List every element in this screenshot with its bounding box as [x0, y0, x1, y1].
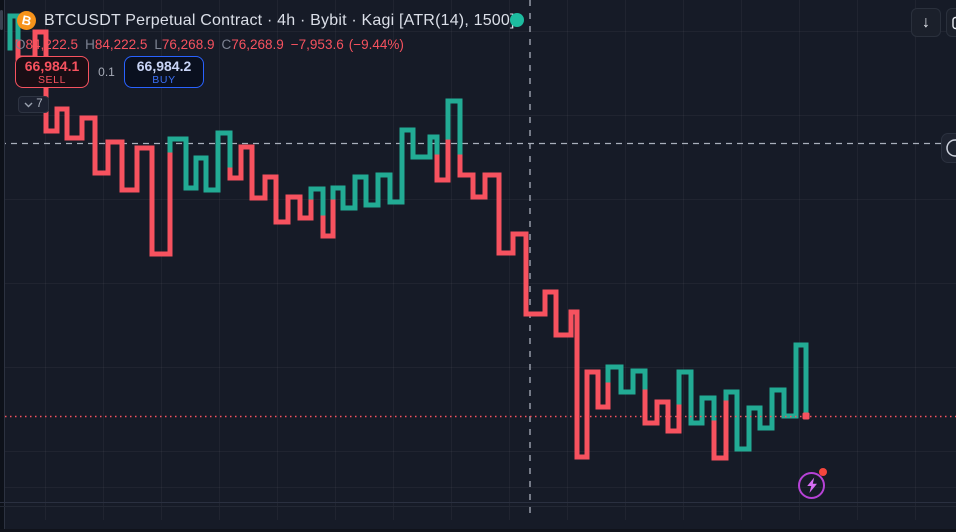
time-axis-strip [0, 529, 956, 532]
close-label: C [221, 37, 232, 52]
last-price-dot [802, 412, 810, 420]
download-icon: ↓ [922, 13, 930, 31]
pane-separator[interactable] [0, 502, 956, 503]
low-label: L [154, 37, 162, 52]
buy-label: BUY [152, 74, 176, 86]
sell-label: SELL [37, 74, 67, 86]
symbol-legend: B BTCUSDT Perpetual Contract · 4h · Bybi… [17, 10, 515, 31]
download-button[interactable]: ↓ [911, 8, 941, 37]
camera-icon [952, 16, 956, 29]
open-label: O [15, 37, 26, 52]
low-value: 76,268.9 [161, 37, 215, 52]
symbol-title[interactable]: BTCUSDT Perpetual Contract · 4h · Bybit … [44, 11, 515, 29]
notification-dot [819, 468, 827, 476]
change-percent: (−9.44%) [348, 37, 404, 52]
left-toolbar-marker [0, 10, 3, 30]
high-value: 84,222.5 [94, 37, 148, 52]
change-value: −7,953.6 [290, 37, 344, 52]
position-tracker-button[interactable]: 7 [18, 96, 49, 113]
sell-price: 66,984.1 [24, 58, 80, 74]
tracker-count: 7 [36, 97, 43, 110]
sell-button[interactable]: 66,984.1 SELL [15, 56, 89, 88]
chevron-down-icon [24, 102, 33, 107]
open-value: 84,222.5 [25, 37, 79, 52]
quick-trade-flash-button[interactable] [798, 472, 825, 499]
order-quantity[interactable]: 0.1 [98, 65, 115, 79]
price-level-countdown-bubble[interactable] [941, 133, 956, 163]
screenshot-button[interactable] [946, 8, 956, 37]
countdown-circle-icon [946, 139, 956, 157]
left-toolbar-edge [0, 0, 5, 532]
lightning-bolt-icon [806, 477, 817, 493]
close-value: 76,268.9 [231, 37, 284, 52]
market-status-dot[interactable] [510, 13, 524, 27]
pane-separator-lower [0, 506, 956, 507]
bitcoin-icon: B [17, 11, 36, 30]
buy-button[interactable]: 66,984.2 BUY [124, 56, 204, 88]
high-label: H [85, 37, 95, 52]
ohlc-readout: O84,222.5 H84,222.5 L76,268.9 C76,268.9 −7,9… [15, 37, 409, 52]
buy-price: 66,984.2 [136, 58, 192, 74]
